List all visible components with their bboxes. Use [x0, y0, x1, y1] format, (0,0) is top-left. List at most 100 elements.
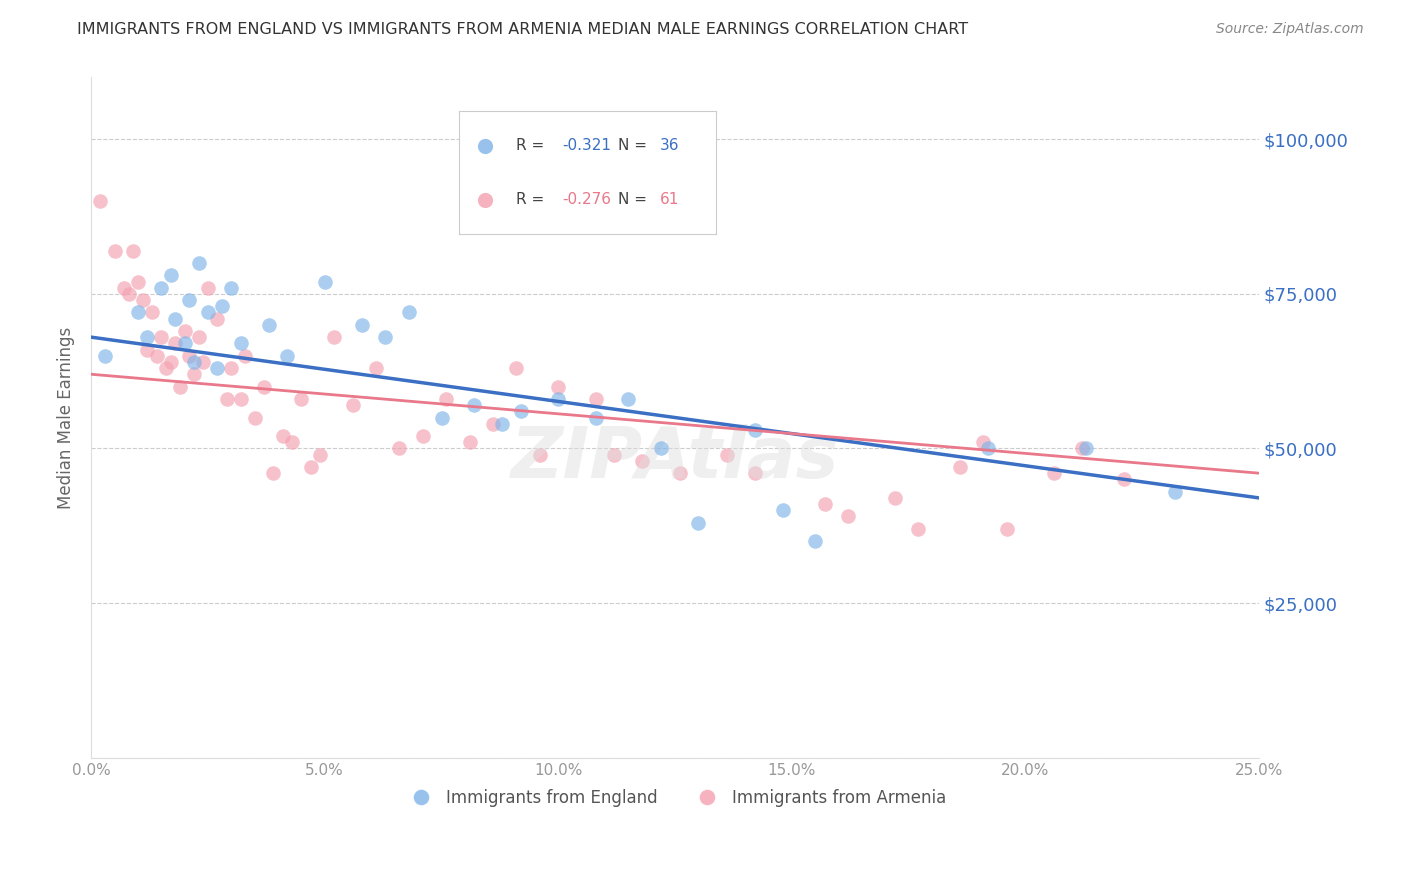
Point [491, 417, 513, 431]
Point [150, 281, 173, 295]
Point [482, 417, 505, 431]
Point [183, 355, 205, 369]
Point [112, 281, 135, 295]
Point [290, 392, 312, 406]
Point [145, 349, 167, 363]
Point [221, 361, 243, 376]
Point [1076, 442, 1098, 456]
Point [229, 336, 252, 351]
Point [197, 281, 219, 295]
Point [547, 379, 569, 393]
Point [207, 311, 229, 326]
Point [398, 305, 420, 319]
Point [215, 392, 238, 406]
Point [257, 318, 280, 332]
Point [314, 275, 336, 289]
Point [716, 448, 738, 462]
Point [197, 305, 219, 319]
Point [585, 410, 607, 425]
Point [505, 361, 527, 376]
Point [187, 330, 209, 344]
Point [127, 305, 149, 319]
Text: ZIPAtlas: ZIPAtlas [510, 424, 839, 493]
Point [323, 330, 346, 344]
Point [585, 392, 607, 406]
Point [772, 503, 794, 517]
Point [207, 361, 229, 376]
Point [243, 410, 266, 425]
Point [122, 244, 145, 258]
Y-axis label: Median Male Earnings: Median Male Earnings [58, 326, 75, 508]
Point [117, 286, 139, 301]
Point [141, 305, 163, 319]
Point [94, 349, 117, 363]
Point [299, 460, 322, 475]
Point [159, 355, 181, 369]
Point [837, 509, 859, 524]
Point [221, 281, 243, 295]
Point [229, 392, 252, 406]
Point [744, 423, 766, 437]
Point [173, 336, 195, 351]
Point [342, 398, 364, 412]
Point [233, 349, 256, 363]
Point [173, 324, 195, 338]
Point [150, 330, 173, 344]
Point [883, 491, 905, 505]
Point [309, 448, 332, 462]
Point [1164, 484, 1187, 499]
Point [529, 448, 551, 462]
Point [388, 442, 411, 456]
Point [211, 299, 233, 313]
Point [183, 368, 205, 382]
Point [603, 448, 626, 462]
Point [668, 466, 690, 480]
Point [650, 442, 672, 456]
Point [631, 454, 654, 468]
Point [744, 466, 766, 480]
Point [276, 349, 298, 363]
Legend: Immigrants from England, Immigrants from Armenia: Immigrants from England, Immigrants from… [396, 782, 953, 814]
Point [271, 429, 294, 443]
Point [617, 392, 640, 406]
Text: Source: ZipAtlas.com: Source: ZipAtlas.com [1216, 22, 1364, 37]
Point [165, 311, 187, 326]
Point [179, 293, 201, 307]
Point [131, 293, 153, 307]
Point [165, 336, 187, 351]
Point [352, 318, 374, 332]
Point [547, 392, 569, 406]
Point [972, 435, 994, 450]
Point [977, 442, 1000, 456]
Point [193, 355, 215, 369]
Point [688, 516, 710, 530]
Point [374, 330, 396, 344]
Point [1042, 466, 1064, 480]
Point [458, 435, 481, 450]
Text: IMMIGRANTS FROM ENGLAND VS IMMIGRANTS FROM ARMENIA MEDIAN MALE EARNINGS CORRELAT: IMMIGRANTS FROM ENGLAND VS IMMIGRANTS FR… [77, 22, 969, 37]
Point [412, 429, 434, 443]
Point [281, 435, 304, 450]
Point [136, 330, 159, 344]
Point [136, 343, 159, 357]
Point [262, 466, 284, 480]
Point [127, 275, 149, 289]
Point [434, 392, 457, 406]
Point [463, 398, 485, 412]
Point [1112, 472, 1135, 486]
Point [155, 361, 177, 376]
Point [366, 361, 388, 376]
Point [804, 534, 827, 549]
Point [510, 404, 533, 418]
Point [169, 379, 191, 393]
Point [103, 244, 125, 258]
Point [253, 379, 276, 393]
Point [907, 522, 929, 536]
Point [159, 268, 181, 283]
Point [995, 522, 1018, 536]
Point [430, 410, 453, 425]
Point [179, 349, 201, 363]
Point [1070, 442, 1092, 456]
Point [187, 256, 209, 270]
Point [949, 460, 972, 475]
